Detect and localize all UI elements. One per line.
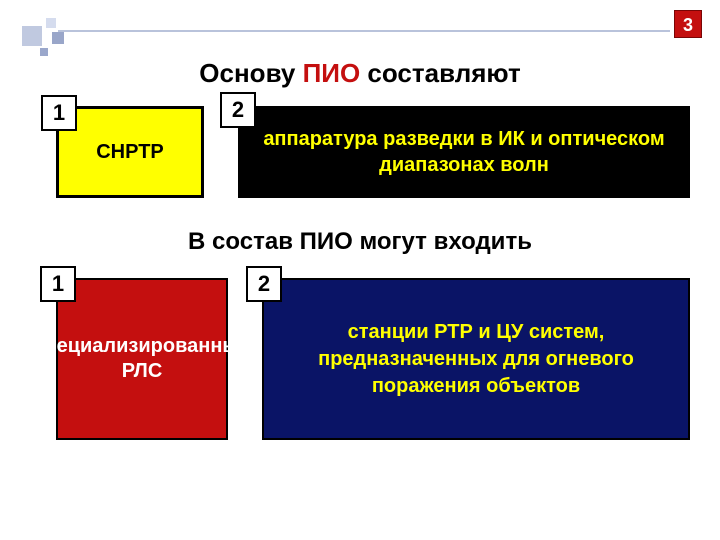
number-badge: 2	[246, 266, 282, 302]
heading-pre: Основу	[199, 58, 302, 88]
deco-square	[22, 26, 42, 46]
block-rls: 1 специализированные РЛС	[56, 278, 228, 440]
number-badge: 1	[41, 95, 77, 131]
number-badge: 1	[40, 266, 76, 302]
block-rtr-tsu: 2 станции РТР и ЦУ систем, предназначенн…	[262, 278, 690, 440]
heading-primary: Основу ПИО составляют	[0, 58, 720, 89]
number-badge: 2	[220, 92, 256, 128]
block-text: специализированные РЛС	[33, 334, 250, 384]
heading-secondary: В состав ПИО могут входить	[0, 228, 720, 256]
page-number-badge: 3	[674, 10, 702, 38]
block-ik-optical: 2 аппаратура разведки в ИК и оптическом …	[238, 106, 690, 198]
block-snrtr: 1 СНРТР	[56, 106, 204, 198]
block-text: станции РТР и ЦУ систем, предназначенных…	[278, 319, 674, 400]
row-basis: 1 СНРТР 2 аппаратура разведки в ИК и опт…	[56, 106, 690, 198]
deco-square	[52, 32, 64, 44]
heading-accent: ПИО	[303, 58, 361, 88]
header-rule	[58, 30, 670, 32]
deco-square	[46, 18, 56, 28]
row-composition: 1 специализированные РЛС 2 станции РТР и…	[56, 278, 690, 440]
block-text: СНРТР	[96, 141, 164, 164]
deco-square	[40, 48, 48, 56]
block-text: аппаратура разведки в ИК и оптическом ди…	[252, 126, 676, 178]
heading-post: составляют	[360, 58, 521, 88]
